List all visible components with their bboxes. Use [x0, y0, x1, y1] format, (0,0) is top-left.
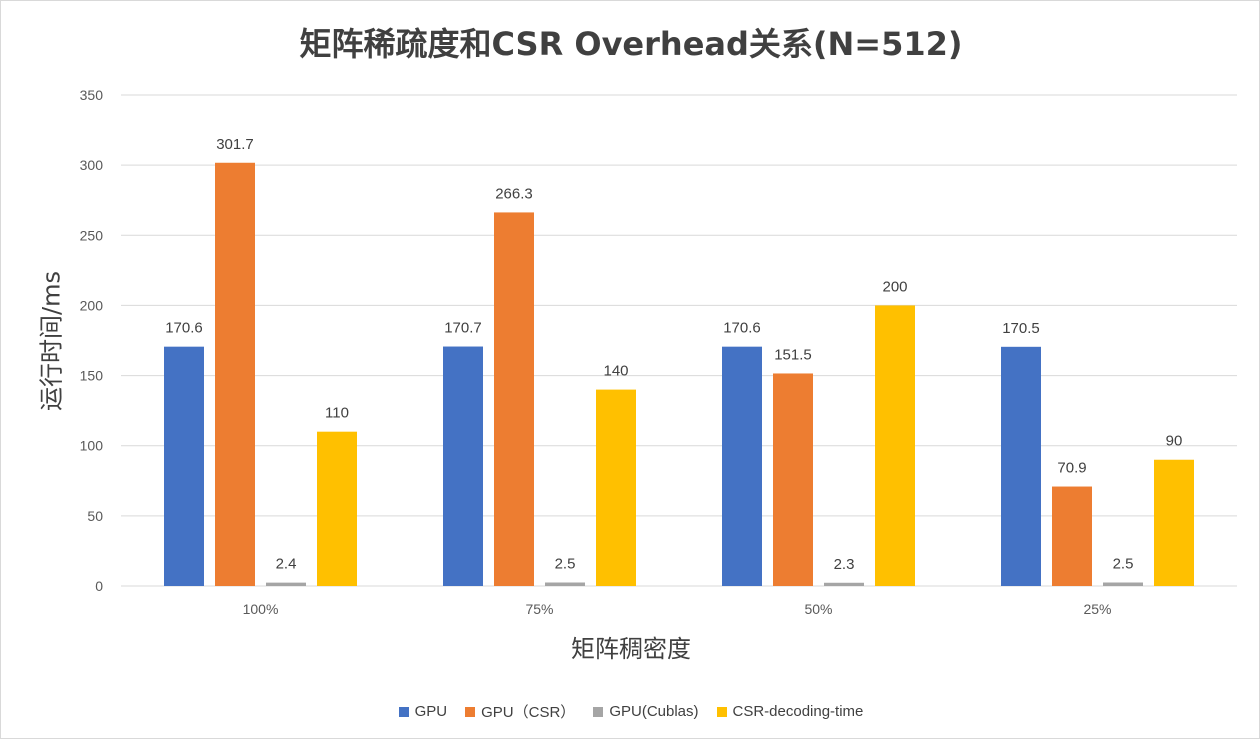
data-label: 170.7 [444, 320, 482, 337]
chart-title: 矩阵稀疏度和CSR Overhead关系(N=512) [299, 25, 963, 63]
bar [164, 346, 204, 586]
bar [773, 373, 813, 586]
legend-entry: CSR-decoding-time [716, 701, 864, 722]
legend-swatch [593, 706, 604, 717]
x-tick-label: 100% [243, 601, 279, 617]
legend-label: GPU [414, 703, 448, 720]
bar [545, 582, 585, 586]
bar [494, 212, 534, 587]
data-label: 2.4 [276, 556, 297, 573]
bar [215, 162, 255, 586]
data-label: 200 [882, 278, 907, 295]
y-tick-label: 350 [80, 87, 104, 103]
bar [824, 582, 864, 586]
legend-entry: GPU [398, 701, 448, 722]
legend-swatch [716, 706, 727, 717]
data-label: 110 [325, 405, 349, 422]
data-label: 2.5 [555, 555, 576, 572]
data-label: 90 [1166, 433, 1183, 450]
legend-entry: GPU（CSR） [465, 701, 575, 722]
x-tick-label: 50% [804, 601, 832, 617]
bar [596, 389, 636, 586]
x-axis-label: 矩阵稠密度 [571, 635, 691, 663]
bar [1052, 486, 1092, 586]
data-label: 151.5 [774, 346, 812, 363]
legend: GPU GPU（CSR） GPU(Cublas) CSR-decoding-time [1, 701, 1260, 722]
data-label: 170.6 [165, 320, 203, 337]
legend-swatch [465, 706, 476, 717]
y-tick-label: 0 [95, 578, 103, 594]
x-tick-label: 25% [1083, 601, 1111, 617]
data-label: 301.7 [216, 136, 254, 153]
y-tick-label: 150 [80, 368, 104, 384]
bar [1001, 346, 1041, 586]
bar [1154, 459, 1194, 586]
bar [722, 346, 762, 586]
y-tick-label: 250 [80, 227, 104, 243]
legend-label: CSR-decoding-time [732, 703, 864, 720]
bar [875, 305, 915, 586]
data-label: 2.3 [834, 556, 855, 573]
legend-swatch [398, 706, 409, 717]
x-tick-label: 75% [525, 601, 553, 617]
data-label: 266.3 [495, 185, 533, 202]
data-label: 70.9 [1057, 460, 1086, 477]
bar [317, 431, 357, 586]
data-label: 170.6 [723, 320, 761, 337]
y-tick-label: 200 [80, 297, 104, 313]
y-tick-label: 300 [80, 157, 104, 173]
legend-label: GPU（CSR） [481, 704, 576, 721]
bar [266, 582, 306, 586]
legend-label: GPU(Cublas) [609, 703, 699, 720]
data-label: 170.5 [1002, 320, 1040, 337]
data-label: 2.5 [1113, 555, 1134, 572]
data-label: 140 [603, 363, 628, 380]
legend-entry: GPU(Cublas) [593, 701, 699, 722]
bar [443, 346, 483, 586]
bar [1103, 582, 1143, 586]
y-tick-label: 100 [80, 438, 104, 454]
y-tick-label: 50 [87, 508, 103, 524]
